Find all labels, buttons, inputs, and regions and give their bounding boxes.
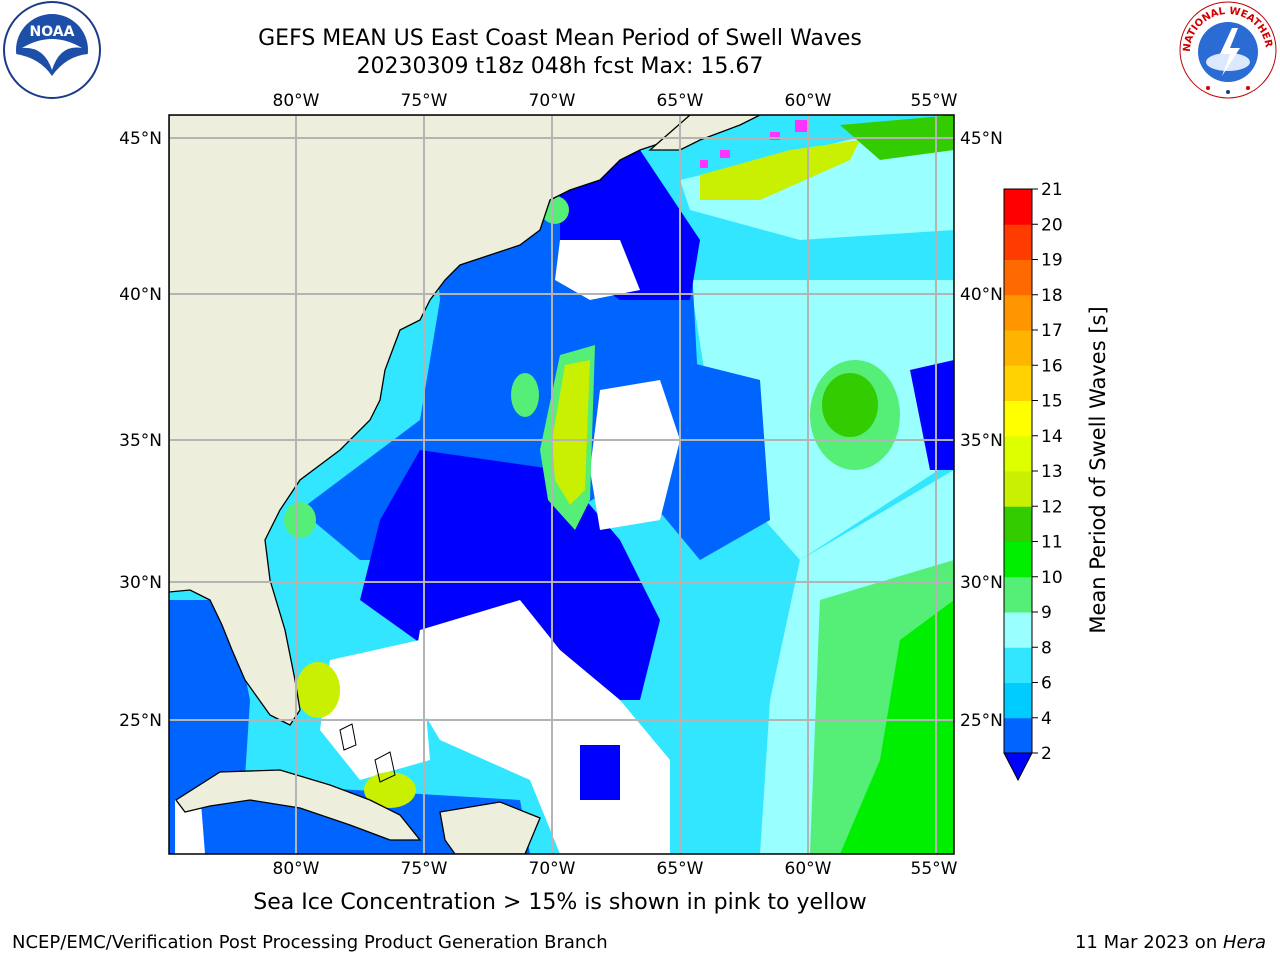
colorbar-bin [1004, 541, 1032, 578]
colorbar-bin [1004, 365, 1032, 401]
generation-date-text: 11 Mar 2023 on [1074, 932, 1223, 953]
colorbar-tick-label: 8 [1041, 638, 1052, 658]
sea-ice-cell [770, 132, 780, 140]
colorbar-bin [1004, 576, 1032, 613]
colorbar-bin [1004, 717, 1032, 754]
colorbar-bin [1004, 647, 1032, 683]
lat-tick-right: 30°N [960, 573, 1003, 593]
noaa-logo: NOAA [3, 1, 101, 99]
bahamas-outline [374, 751, 396, 783]
lat-tick-left: 40°N [119, 285, 162, 305]
colorbar-bin [1004, 435, 1032, 472]
colorbar-bins [1004, 189, 1032, 754]
lat-tick-left: 25°N [119, 711, 162, 731]
colorbar-tick-label: 14 [1041, 427, 1063, 447]
colorbar-bin [1004, 224, 1032, 260]
lat-tick-left: 30°N [119, 573, 162, 593]
lat-tick-right: 45°N [960, 129, 1003, 149]
colorbar-bin [1004, 259, 1032, 296]
swell-cell-bahamas [364, 772, 416, 808]
nodata-area-4 [320, 640, 430, 780]
colorbar-tick-label: 20 [1041, 215, 1063, 235]
lat-tick-left: 45°N [119, 129, 162, 149]
colorbar-bin [1004, 682, 1032, 719]
swell-band-yellow [552, 360, 590, 505]
generation-host: Hera [1222, 932, 1266, 953]
swell-cell-southeast-cyan [685, 755, 745, 845]
swell-zone-east-bright [840, 600, 954, 854]
colorbar-tick-label: 10 [1041, 568, 1063, 588]
nodata-area-2 [590, 380, 680, 530]
lon-tick-top: 55°W [911, 91, 958, 111]
lon-tick-bottom: 70°W [529, 859, 576, 879]
north-america-land [169, 115, 691, 726]
colorbar-under-arrow [1003, 752, 1033, 782]
colorbar-bin [1004, 400, 1032, 437]
colorbar-bin [1004, 612, 1032, 648]
lon-tick-bottom: 55°W [911, 859, 958, 879]
lon-tick-bottom: 80°W [273, 859, 320, 879]
swell-cell-blue-small [580, 745, 620, 800]
colorbar-tick-label: 13 [1041, 462, 1063, 482]
colorbar-bin [1004, 330, 1032, 366]
lat-tick-right: 25°N [960, 711, 1003, 731]
colorbar-tick-label: 11 [1041, 533, 1063, 553]
colorbar-tick-label: 12 [1041, 497, 1063, 517]
nws-logo: NATIONAL WEATHER SERVICE [1178, 0, 1277, 99]
colorbar-bin [1004, 471, 1032, 507]
producer-credit: NCEP/EMC/Verification Post Processing Pr… [12, 932, 608, 953]
lon-tick-top: 75°W [401, 91, 448, 111]
colorbar-ticks: 2 4 6 8 9 10 11 12 13 14 15 16 17 18 19 20 21 [1032, 180, 1063, 764]
lon-tick-top: 60°W [785, 91, 832, 111]
sea-ice-cell [720, 150, 730, 158]
nodata-area-1 [555, 240, 640, 300]
colorbar-bin [1004, 506, 1032, 542]
bahamas-outline [339, 723, 357, 751]
hispaniola-land [439, 801, 541, 854]
swell-cell-small-green [511, 373, 539, 417]
colorbar: 2 4 6 8 9 10 11 12 13 14 15 16 17 18 19 20 21 [1003, 180, 1063, 782]
swell-zone-blue-east [910, 360, 954, 470]
chart-subtitle: 20230309 t18z 048h fcst Max: 15.67 [356, 54, 764, 79]
colorbar-title: Mean Period of Swell Waves [s] [1086, 306, 1110, 634]
colorbar-tick-label: 6 [1041, 674, 1052, 694]
lon-tick-bottom: 65°W [657, 859, 704, 879]
chart-title: GEFS MEAN US East Coast Mean Period of S… [258, 26, 862, 51]
swell-zone-northeast-yellow [700, 140, 860, 200]
lon-tick-bottom: 60°W [785, 859, 832, 879]
lon-tick-top: 80°W [273, 91, 320, 111]
nova-scotia-land [648, 115, 761, 151]
colorbar-tick-label: 15 [1041, 392, 1063, 412]
colorbar-tick-label: 17 [1041, 321, 1063, 341]
lat-tick-right: 40°N [960, 285, 1003, 305]
colorbar-bin [1004, 189, 1032, 225]
lon-tick-top: 65°W [657, 91, 704, 111]
lat-tick-right: 35°N [960, 431, 1003, 451]
colorbar-tick-label: 19 [1041, 251, 1063, 271]
colorbar-tick-label: 9 [1041, 603, 1052, 623]
lat-tick-left: 35°N [119, 431, 162, 451]
noaa-logo-text: NOAA [30, 24, 75, 40]
lon-tick-top: 70°W [529, 91, 576, 111]
swell-cell-florida-straits [296, 662, 340, 718]
colorbar-tick-label: 16 [1041, 356, 1063, 376]
colorbar-tick-label: 4 [1041, 709, 1052, 729]
colorbar-tick-label: 2 [1041, 744, 1052, 764]
generation-date: 11 Mar 2023 on Hera [1075, 932, 1266, 953]
colorbar-bin [1004, 294, 1032, 331]
lon-tick-bottom: 75°W [401, 859, 448, 879]
map-frame [168, 114, 955, 855]
sea-ice-note: Sea Ice Concentration > 15% is shown in … [253, 890, 867, 915]
colorbar-tick-label: 21 [1041, 180, 1063, 200]
swell-cell-sc-coast [284, 502, 316, 538]
sea-ice-cell [700, 160, 708, 168]
colorbar-tick-label: 18 [1041, 286, 1063, 306]
cuba-land [175, 769, 422, 841]
graticule [169, 115, 954, 854]
swell-cell-green-core [822, 373, 878, 437]
sea-ice-cell [795, 120, 807, 132]
